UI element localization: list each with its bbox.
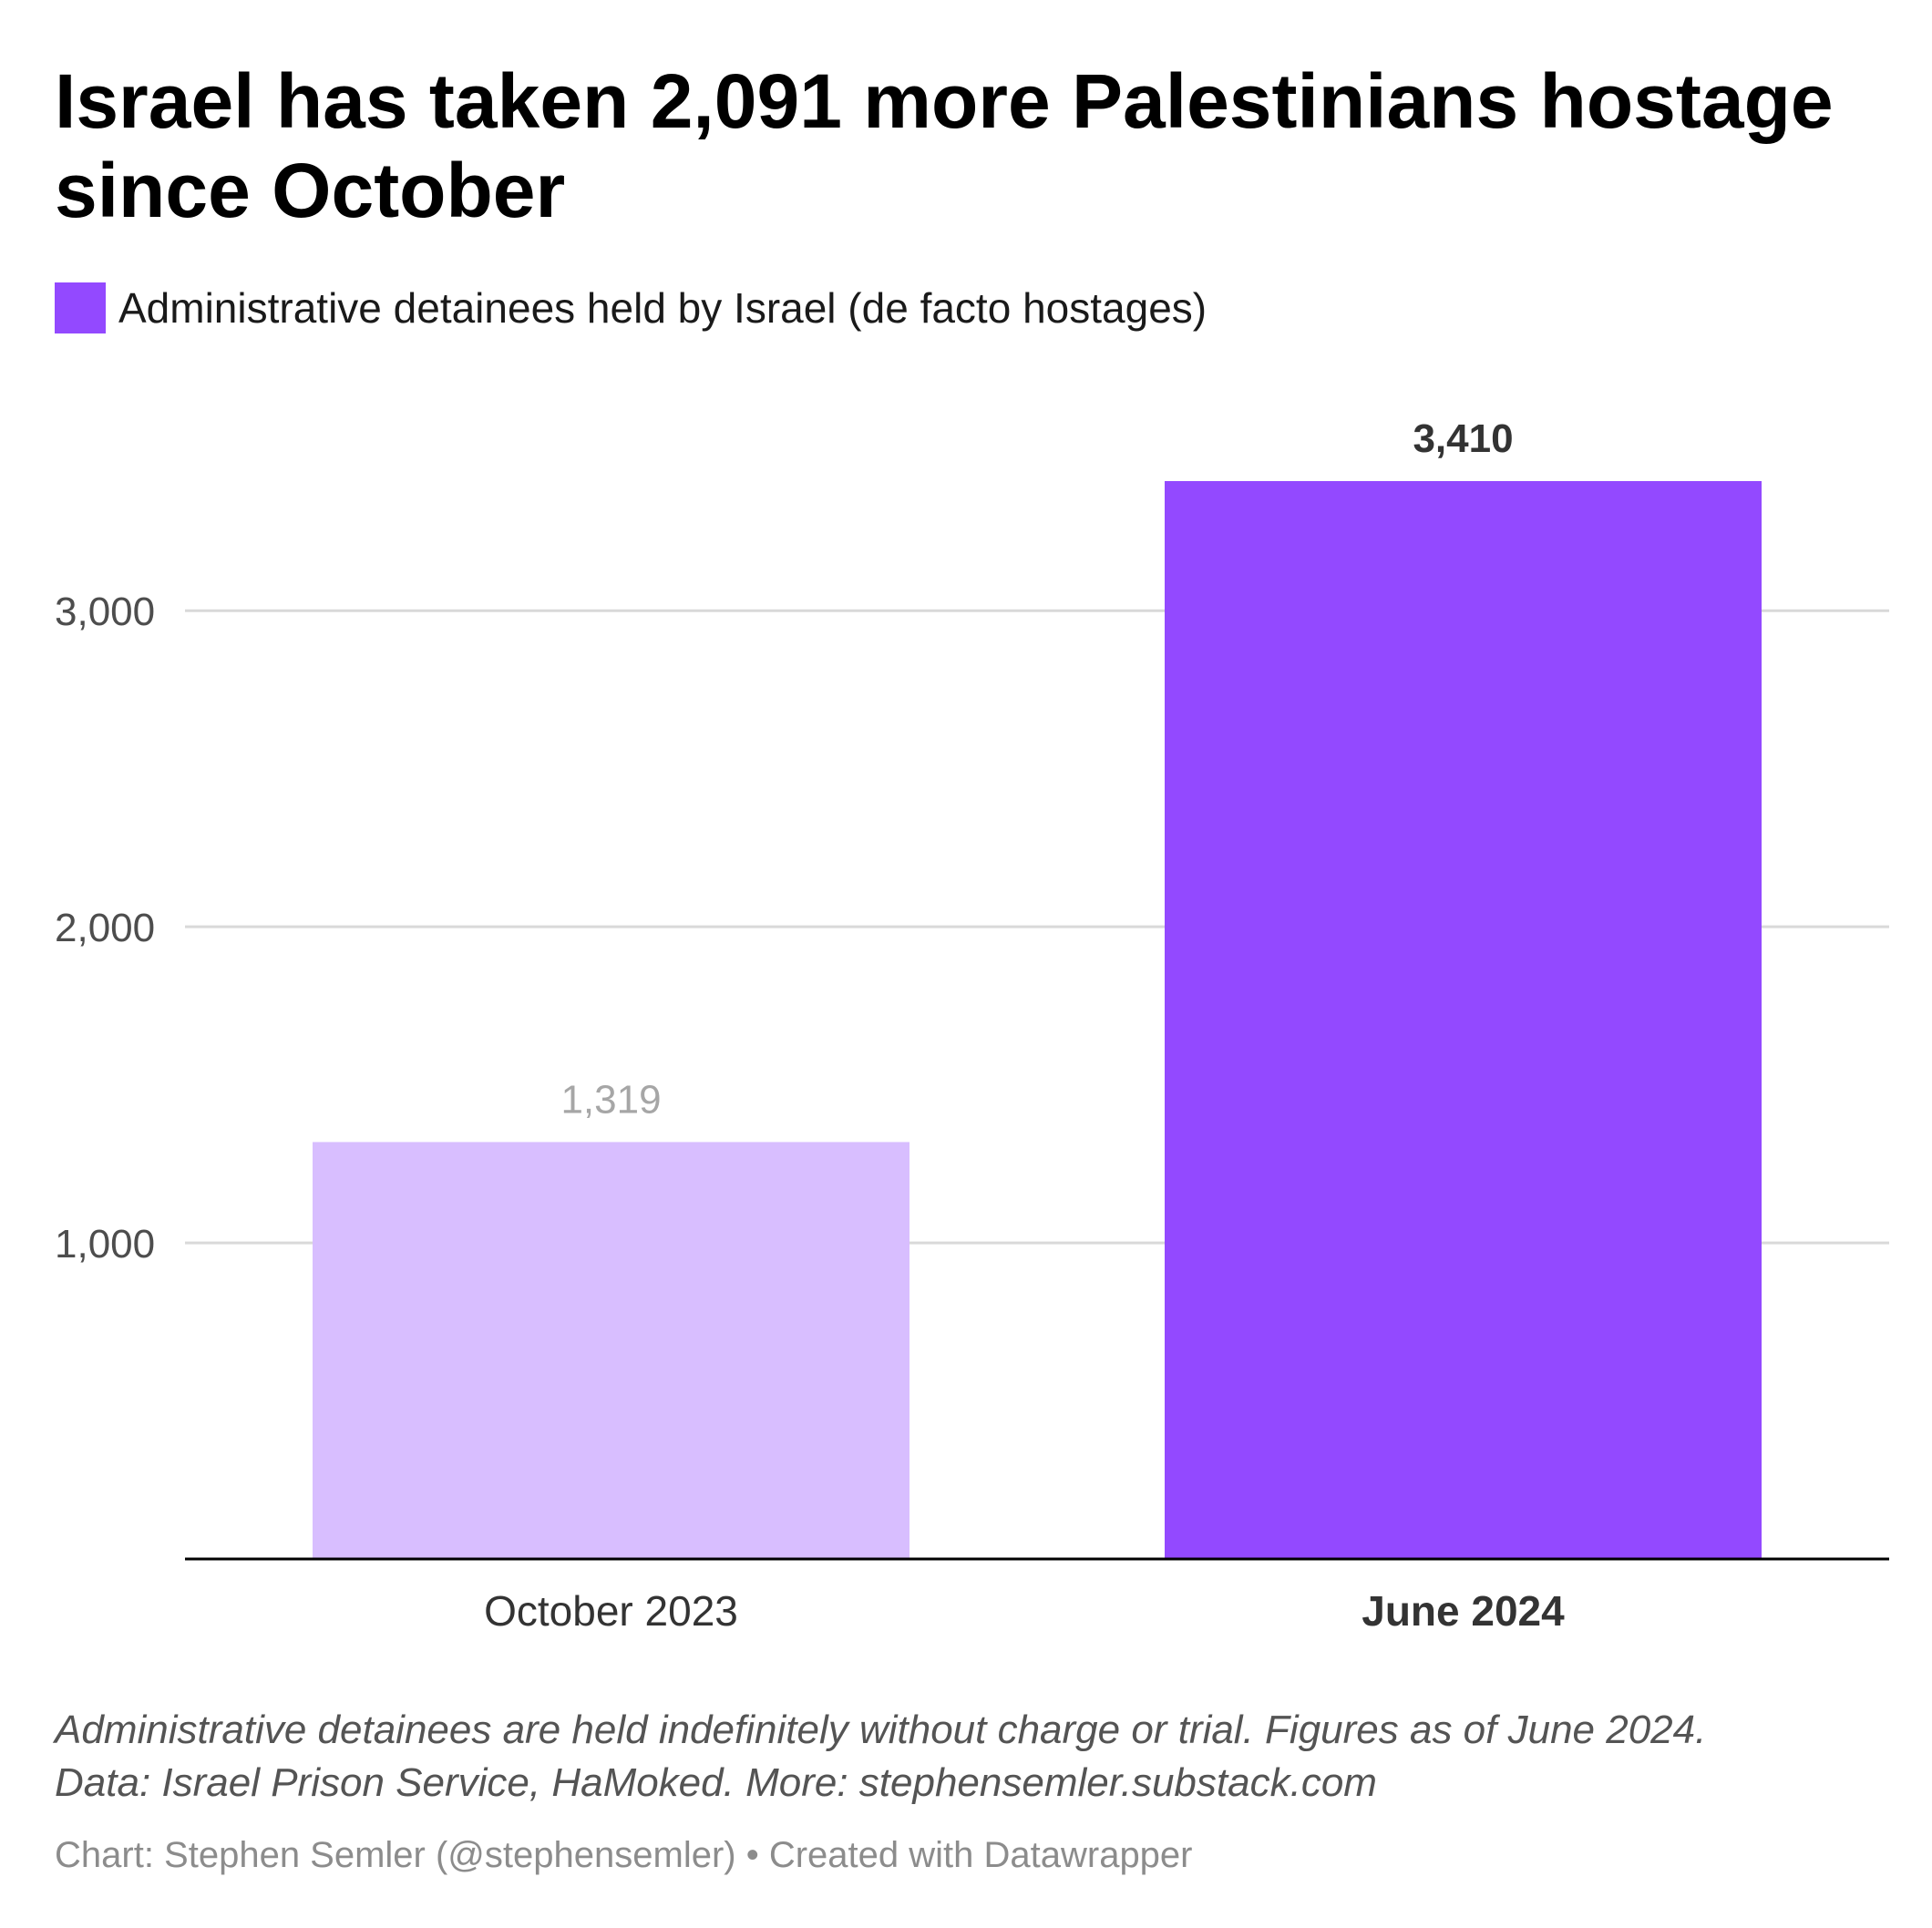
x-tick-label: June 2024: [1362, 1587, 1565, 1635]
bar: [1165, 481, 1762, 1559]
bar-chart: 1,000 2,000 3,000 1,319 October 2023 3,410 Jun…: [55, 416, 1889, 1635]
y-tick-label: 3,000: [55, 590, 155, 634]
y-tick-label: 1,000: [55, 1222, 155, 1267]
legend: Administrative detainees held by Israel …: [55, 282, 1207, 333]
footnote-line-1: Administrative detainees are held indefi…: [55, 1708, 1707, 1752]
bar-value-label: 1,319: [560, 1077, 661, 1122]
x-tick-label: October 2023: [484, 1587, 738, 1635]
legend-label: Administrative detainees held by Israel …: [118, 284, 1208, 332]
chart-credit: Chart: Stephen Semler (@stephensemler) •…: [55, 1835, 1193, 1875]
footnote-line-2: Data: Israel Prison Service, HaMoked. Mo…: [55, 1760, 1377, 1805]
legend-swatch: [55, 282, 106, 333]
chart-title: Israel has taken 2,091 more Palestinians…: [55, 58, 1834, 233]
y-tick-label: 2,000: [55, 906, 155, 950]
bar: [313, 1142, 909, 1559]
bar-value-label: 3,410: [1413, 416, 1513, 461]
footnote: Administrative detainees are held indefi…: [55, 1704, 1877, 1810]
